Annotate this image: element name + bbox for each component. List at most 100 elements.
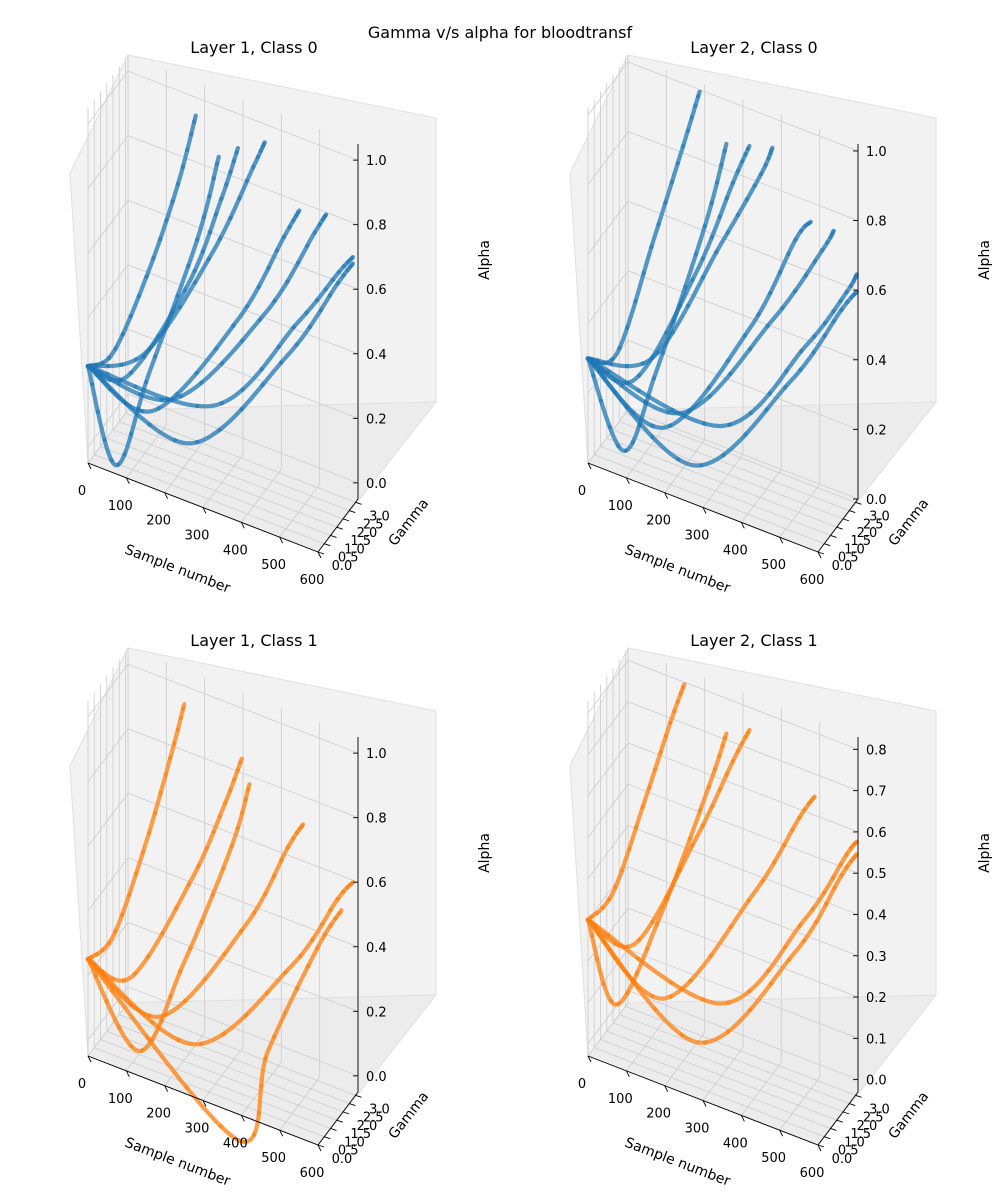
data-point <box>585 917 591 922</box>
data-point <box>172 438 178 443</box>
x-axis-label: Sample number <box>622 542 732 597</box>
data-point <box>117 1025 122 1030</box>
data-point <box>607 424 612 430</box>
series-trace <box>585 219 813 430</box>
data-point <box>327 293 333 298</box>
data-point <box>822 321 828 326</box>
data-point <box>601 981 606 986</box>
data-point <box>780 306 785 311</box>
data-point <box>797 815 802 820</box>
data-point <box>709 804 715 810</box>
data-point <box>116 462 121 467</box>
data-point <box>341 889 346 894</box>
data-point <box>745 146 751 151</box>
data-point <box>129 1044 134 1049</box>
z-tick-label: 0.7 <box>866 785 887 800</box>
data-point <box>730 759 736 764</box>
data-point <box>792 288 798 294</box>
x-tick-label: 600 <box>800 573 825 588</box>
z-tick-label: 0.4 <box>366 348 387 363</box>
data-point <box>120 331 126 337</box>
data-point <box>811 795 816 801</box>
data-point <box>625 990 630 996</box>
x-tick-label: 0 <box>78 484 86 499</box>
z-axis-label: Alpha <box>977 240 993 280</box>
x-tick <box>87 462 92 470</box>
data-point <box>222 952 227 957</box>
x-tick-label: 0 <box>578 1077 586 1092</box>
y-gridline <box>94 454 325 545</box>
data-point <box>122 400 128 405</box>
data-point <box>276 344 281 350</box>
z-tick-label: 0.0 <box>366 477 387 492</box>
z-gridline <box>87 199 359 290</box>
data-point <box>722 735 728 740</box>
y-tick <box>817 1144 825 1148</box>
data-point <box>231 158 237 164</box>
y-gridline <box>125 1005 356 1096</box>
data-point <box>238 760 243 765</box>
x-axis-label: Sample number <box>622 1135 732 1190</box>
x-tick-label: 0 <box>578 484 586 499</box>
data-point <box>243 1012 249 1018</box>
data-point <box>844 864 850 869</box>
data-point <box>133 384 138 389</box>
y-tick-label: 1.0 <box>844 542 865 557</box>
x-tick <box>702 507 707 514</box>
x-gridline <box>702 692 744 1101</box>
data-point <box>595 957 600 962</box>
data-point <box>702 421 707 426</box>
data-point <box>627 846 632 852</box>
data-point <box>670 407 675 413</box>
y-tick <box>830 1128 837 1131</box>
data-point <box>640 361 646 366</box>
data-point <box>721 452 726 458</box>
data-point <box>743 432 748 437</box>
data-point <box>660 350 666 355</box>
y-tick-label: 0.5 <box>838 1144 859 1159</box>
data-point <box>743 734 748 740</box>
x-tick <box>202 1100 207 1107</box>
data-point <box>315 946 320 951</box>
data-point <box>224 182 229 187</box>
x-tick-label: 500 <box>261 558 286 573</box>
data-point <box>294 830 300 835</box>
data-point <box>706 385 712 390</box>
data-point <box>333 916 338 921</box>
y-tick <box>824 543 831 547</box>
z-gridline <box>87 792 359 883</box>
data-point <box>768 981 774 986</box>
data-point <box>669 180 675 185</box>
data-point <box>239 338 245 344</box>
data-point <box>766 156 771 161</box>
data-point <box>152 810 158 816</box>
y-tick <box>349 1103 356 1107</box>
data-point <box>811 350 816 355</box>
data-point <box>195 237 200 242</box>
y-tick <box>336 1119 343 1123</box>
data-point <box>127 892 132 897</box>
data-point <box>635 956 641 961</box>
data-point <box>822 333 827 339</box>
data-point <box>678 691 683 696</box>
data-point <box>199 919 204 925</box>
data-point <box>147 346 152 351</box>
data-point <box>740 740 745 746</box>
data-point <box>199 1041 204 1046</box>
data-point <box>264 990 270 996</box>
data-point <box>158 790 163 796</box>
y-tick <box>355 1094 362 1098</box>
data-point <box>799 348 804 354</box>
x-axis-label: Sample number <box>122 1135 232 1190</box>
data-point <box>229 844 234 849</box>
data-point <box>640 804 646 809</box>
x-tick <box>625 477 630 485</box>
z-axis-label: Alpha <box>977 833 993 873</box>
series-trace <box>85 782 252 1054</box>
data-point <box>239 407 244 412</box>
data-point <box>240 810 245 815</box>
data-point <box>151 256 156 261</box>
data-point <box>845 299 850 305</box>
data-point <box>758 172 764 177</box>
